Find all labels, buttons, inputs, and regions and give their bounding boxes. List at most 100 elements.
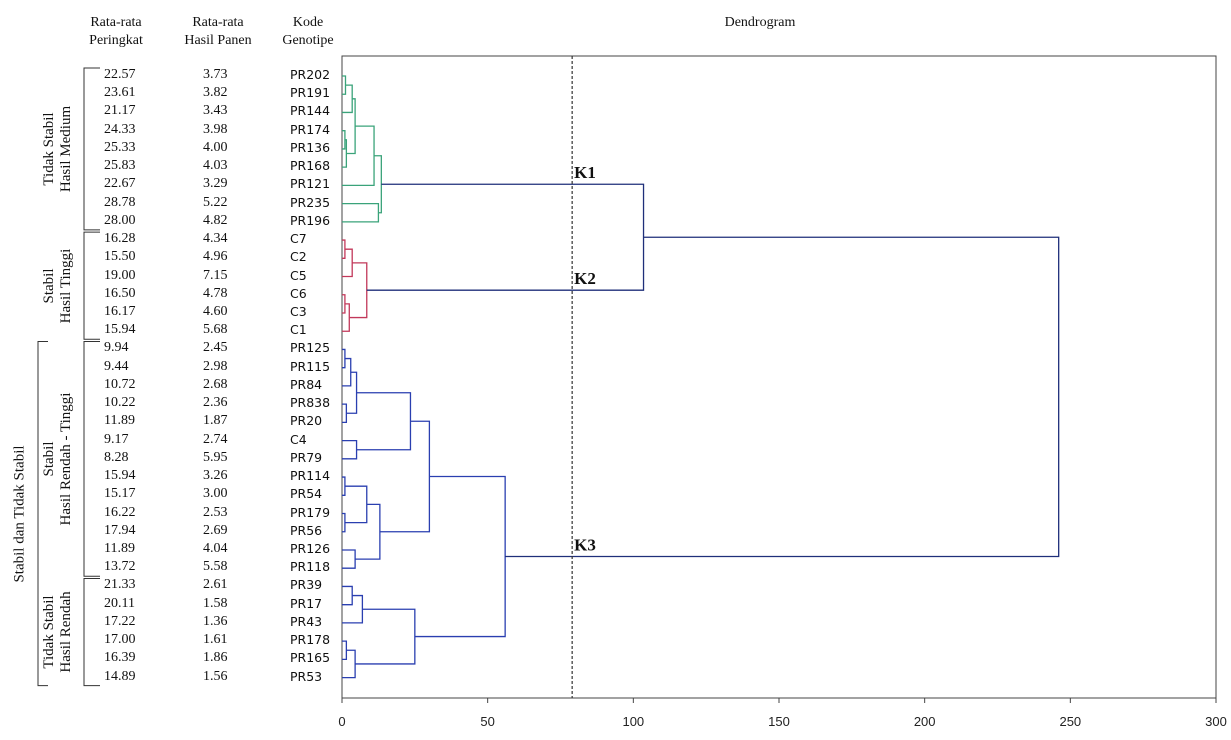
x-tick-label: 50 [480, 714, 494, 729]
plot-frame [341, 55, 1217, 699]
genotype-code: PR165 [290, 650, 331, 666]
yield-value: 2.98 [203, 358, 228, 374]
rank-value: 21.17 [104, 103, 136, 119]
genotype-code: PR196 [290, 212, 331, 228]
dendrogram-link-ROOT [505, 236, 1060, 558]
genotype-code: PR79 [290, 449, 323, 465]
genotype-code: C5 [290, 267, 307, 283]
cluster-label-k2: K2 [574, 269, 596, 288]
genotype-code: PR838 [290, 395, 331, 411]
rank-value: 13.72 [104, 559, 136, 575]
rank-value: 17.94 [104, 522, 136, 538]
dendrogram-link-f2 [342, 594, 364, 624]
rank-value: 25.33 [104, 139, 136, 155]
dendrogram-link-e5 [355, 503, 381, 560]
rank-value: 10.22 [104, 395, 136, 411]
yield-value: 4.04 [203, 540, 228, 556]
yield-value: 2.61 [203, 577, 228, 593]
x-tick-label: 0 [338, 714, 345, 729]
rank-value: 9.94 [104, 340, 129, 356]
rank-value: 11.89 [104, 540, 135, 556]
rank-value: 28.78 [104, 194, 136, 210]
yield-value: 2.36 [203, 395, 228, 411]
yield-value: 2.69 [203, 522, 228, 538]
genotype-code: PR17 [290, 595, 323, 611]
genotype-code: PR121 [290, 176, 331, 192]
dendrogram-link-c5 [356, 392, 412, 451]
rank-value: 16.22 [104, 504, 136, 520]
yield-value: 1.87 [203, 413, 228, 429]
yield-value: 5.68 [203, 322, 228, 338]
genotype-code: PR174 [290, 121, 331, 137]
genotype-code: PR54 [290, 486, 323, 502]
dendrogram-link-d1 [342, 439, 358, 460]
genotype-code: PR56 [290, 522, 323, 538]
rank-value: 28.00 [104, 212, 136, 228]
x-tick-label: 200 [914, 714, 936, 729]
yield-value: 1.61 [203, 632, 228, 648]
genotype-code: PR126 [290, 540, 331, 556]
dendrogram-link-b4 [342, 303, 350, 332]
group-bracket [83, 231, 100, 340]
yield-value: 1.36 [203, 613, 228, 629]
rank-value: 25.83 [104, 158, 136, 174]
yield-value: 2.74 [203, 431, 228, 447]
rank-value: 14.89 [104, 668, 136, 684]
yield-value: 4.34 [203, 231, 228, 247]
header-rank: Rata-rata Peringkat [89, 15, 143, 48]
yield-value: 2.68 [203, 376, 228, 392]
yield-value: 4.60 [203, 303, 228, 319]
group-bracket [83, 577, 100, 687]
genotype-code: PR39 [290, 577, 323, 593]
dendrogram-link-b2 [342, 248, 353, 278]
dendrogram-link-B [349, 262, 368, 319]
dendrogram-link-a2 [342, 84, 353, 114]
yield-value: 4.96 [203, 249, 228, 265]
yield-value: 2.45 [203, 340, 228, 356]
rank-value: 24.33 [104, 121, 136, 137]
rank-value: 15.17 [104, 486, 136, 502]
rank-value: 15.50 [104, 249, 136, 265]
genotype-code: PR84 [290, 376, 323, 392]
dendrogram-link-f3 [342, 640, 348, 661]
yield-value: 7.15 [203, 267, 228, 283]
rank-value: 15.94 [104, 322, 136, 338]
dendrogram-link-C [414, 475, 506, 638]
dendrogram-link-b3 [342, 294, 346, 314]
genotype-code: PR235 [290, 194, 331, 210]
genotype-code: PR202 [290, 67, 331, 82]
genotype-code: C7 [290, 231, 307, 247]
rank-value: 9.44 [104, 358, 129, 374]
dendrogram-link-a3 [342, 130, 346, 150]
rank-value: 16.28 [104, 231, 136, 247]
rank-value: 15.94 [104, 468, 136, 484]
x-tick-label: 300 [1205, 714, 1227, 729]
rank-value: 17.22 [104, 613, 136, 629]
dendrogram-link-c4 [346, 371, 358, 414]
yield-value: 4.03 [203, 158, 228, 174]
yield-value: 3.82 [203, 85, 228, 101]
yield-value: 5.95 [203, 449, 228, 465]
rank-value: 19.00 [104, 267, 136, 283]
yield-value: 3.98 [203, 121, 228, 137]
genotype-code: C1 [290, 322, 307, 338]
yield-value: 5.22 [203, 194, 228, 210]
yield-value: 3.43 [203, 103, 228, 119]
genotype-code: PR114 [290, 468, 331, 484]
header-code: Kode Genotipe [282, 15, 334, 48]
yield-value: 1.58 [203, 595, 228, 611]
dendrogram-link-c1 [342, 348, 346, 369]
dendrogram-link-c2 [342, 357, 352, 387]
genotype-code: C6 [290, 285, 307, 301]
genotype-code: PR178 [290, 632, 331, 648]
yield-value: 3.73 [203, 67, 228, 82]
yield-value: 4.78 [203, 285, 228, 301]
cluster-label-k1: K1 [574, 163, 596, 182]
x-tick-label: 250 [1059, 714, 1081, 729]
yield-value: 2.53 [203, 504, 228, 520]
yield-value: 4.00 [203, 139, 228, 155]
rank-value: 16.17 [104, 303, 136, 319]
dendrogram-link-f4 [342, 649, 356, 679]
genotype-code: PR43 [290, 613, 323, 629]
